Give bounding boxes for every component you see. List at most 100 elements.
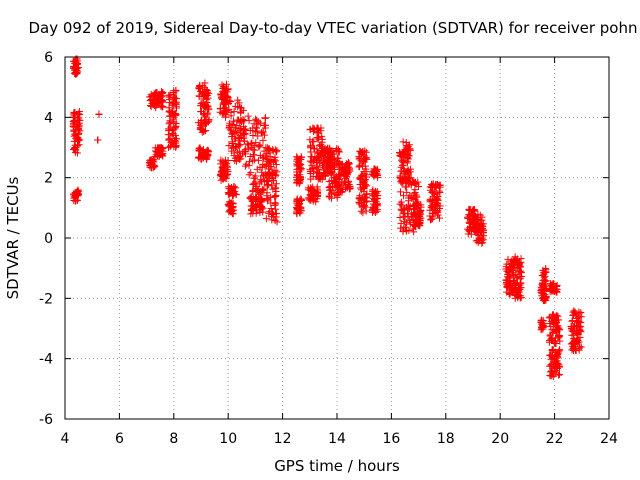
data-point <box>266 157 274 165</box>
data-point <box>542 296 550 304</box>
data-point <box>539 319 547 327</box>
data-point <box>410 228 418 236</box>
data-point <box>216 105 224 113</box>
data-point <box>72 146 80 154</box>
data-point <box>356 147 364 155</box>
data-point <box>546 322 554 330</box>
data-point <box>73 187 81 195</box>
x-tick-label: 14 <box>328 431 346 447</box>
data-point <box>230 121 238 129</box>
data-point <box>333 144 341 152</box>
data-point <box>311 153 319 161</box>
data-point <box>318 132 326 140</box>
x-tick-label: 20 <box>491 431 509 447</box>
data-point <box>539 290 547 298</box>
data-point <box>552 340 560 348</box>
data-point <box>172 141 180 149</box>
data-point <box>401 223 409 231</box>
point-cluster <box>304 183 322 206</box>
point-cluster <box>546 346 564 381</box>
data-point <box>147 92 155 100</box>
data-point <box>320 155 328 163</box>
point-cluster <box>336 159 354 196</box>
data-point <box>410 202 418 210</box>
point-cluster <box>292 195 305 218</box>
data-point <box>70 126 78 134</box>
data-point <box>402 175 410 183</box>
point-cluster <box>426 180 444 224</box>
data-point <box>253 127 261 135</box>
data-point <box>411 186 419 194</box>
data-point <box>432 209 440 217</box>
data-point <box>567 322 575 330</box>
point-cluster <box>216 156 232 184</box>
data-point <box>156 93 164 101</box>
data-point <box>250 151 258 159</box>
data-point <box>263 150 271 158</box>
data-point <box>539 280 547 288</box>
data-point <box>358 162 366 170</box>
data-point <box>241 162 249 170</box>
data-point <box>314 149 322 157</box>
data-point <box>357 184 365 192</box>
data-point <box>272 148 280 156</box>
point-cluster <box>69 55 83 78</box>
data-point <box>568 339 576 347</box>
data-point <box>516 279 524 287</box>
data-point <box>417 201 425 209</box>
data-point <box>546 368 554 376</box>
data-point <box>245 144 253 152</box>
data-point <box>235 116 243 124</box>
y-tick-labels: -6 -4 -2 0 2 4 6 <box>39 50 53 428</box>
data-point <box>433 181 441 189</box>
point-cluster <box>262 144 281 226</box>
data-point <box>434 182 442 190</box>
data-point <box>70 108 78 116</box>
data-point <box>256 190 264 198</box>
point-cluster <box>292 153 305 188</box>
data-point <box>549 355 557 363</box>
data-point <box>271 193 279 201</box>
data-point <box>411 178 419 186</box>
data-point <box>306 168 314 176</box>
data-point <box>259 128 267 136</box>
data-point <box>252 139 260 147</box>
data-point <box>248 197 256 205</box>
data-point <box>416 208 424 216</box>
data-point <box>172 100 180 108</box>
data-point <box>477 231 485 239</box>
data-point <box>202 100 210 108</box>
data-point <box>550 339 558 347</box>
data-point <box>205 105 213 113</box>
point-cluster <box>545 311 564 348</box>
data-point <box>514 273 522 281</box>
data-point <box>314 124 322 132</box>
data-point <box>71 112 79 120</box>
data-point <box>471 206 479 214</box>
y-tick-label: 4 <box>44 110 53 126</box>
point-cluster <box>69 107 84 157</box>
data-point <box>200 154 208 162</box>
data-point <box>225 142 233 150</box>
data-point <box>222 110 230 118</box>
data-point <box>509 267 517 275</box>
data-point <box>548 326 556 334</box>
data-point <box>505 289 513 297</box>
data-point <box>260 185 268 193</box>
data-point <box>549 318 557 326</box>
data-point <box>157 92 165 100</box>
point-cluster <box>502 255 518 298</box>
data-point <box>373 166 381 174</box>
grid-lines <box>65 57 609 419</box>
data-point <box>218 81 226 89</box>
data-point <box>552 334 560 342</box>
data-point <box>556 363 564 371</box>
data-point <box>71 60 79 68</box>
data-point <box>477 221 485 229</box>
data-point <box>264 174 272 182</box>
data-point <box>413 219 421 227</box>
data-point <box>374 194 382 202</box>
data-point <box>306 157 314 165</box>
data-point <box>516 259 524 267</box>
data-point <box>247 195 255 203</box>
